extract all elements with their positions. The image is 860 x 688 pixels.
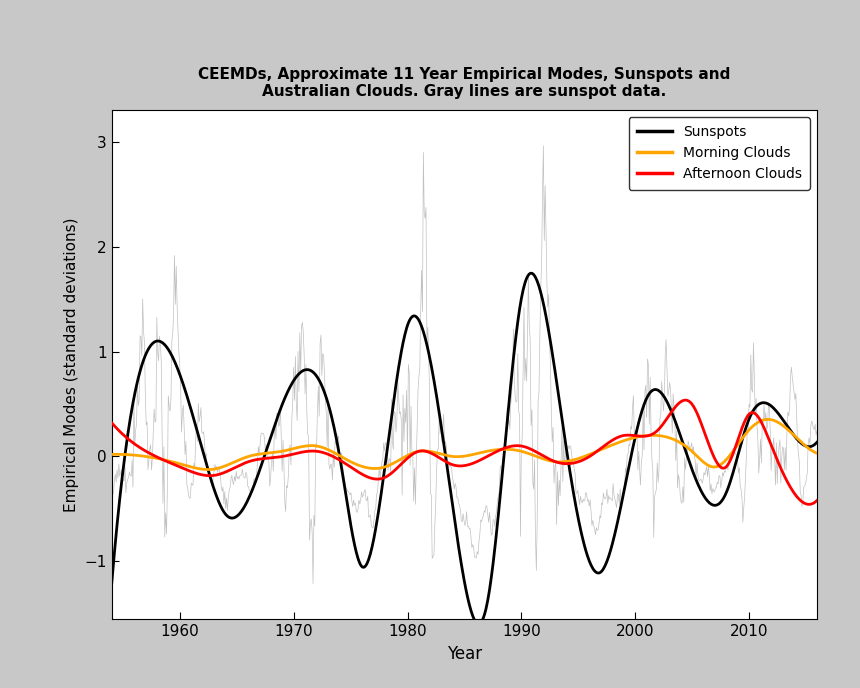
Title: CEEMDs, Approximate 11 Year Empirical Modes, Sunspots and
Australian Clouds. Gra: CEEMDs, Approximate 11 Year Empirical Mo… [198, 67, 731, 99]
Legend: Sunspots, Morning Clouds, Afternoon Clouds: Sunspots, Morning Clouds, Afternoon Clou… [629, 117, 810, 190]
X-axis label: Year: Year [447, 645, 482, 663]
Y-axis label: Empirical Modes (standard deviations): Empirical Modes (standard deviations) [64, 217, 79, 512]
